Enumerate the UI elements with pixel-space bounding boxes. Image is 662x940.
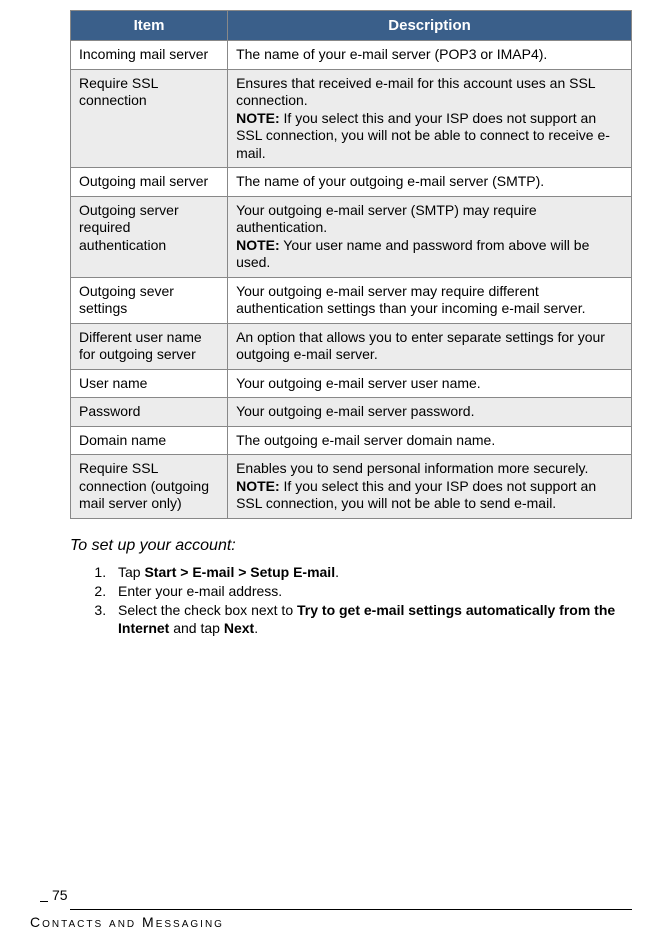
- table-body: Incoming mail serverThe name of your e-m…: [71, 41, 632, 519]
- list-item: Select the check box next to Try to get …: [110, 601, 632, 637]
- list-item: Enter your e-mail address.: [110, 582, 632, 600]
- table-row: Outgoing server required authenticationY…: [71, 196, 632, 277]
- footer-chapter: Contacts and Messaging: [30, 914, 662, 930]
- col-header-item: Item: [71, 11, 228, 41]
- page-number: 75: [50, 887, 70, 903]
- table-row: User nameYour outgoing e-mail server use…: [71, 369, 632, 398]
- cell-item: Outgoing sever settings: [71, 277, 228, 323]
- cell-description: The name of your e-mail server (POP3 or …: [228, 41, 632, 70]
- page-footer: 75 Contacts and Messaging: [0, 909, 662, 930]
- cell-description: The outgoing e-mail server domain name.: [228, 426, 632, 455]
- settings-table: Item Description Incoming mail serverThe…: [70, 10, 632, 519]
- table-row: Require SSL connection (outgoing mail se…: [71, 455, 632, 519]
- cell-item: Incoming mail server: [71, 41, 228, 70]
- table-row: Outgoing mail serverThe name of your out…: [71, 168, 632, 197]
- steps-list: Tap Start > E-mail > Setup E-mail.Enter …: [70, 563, 632, 638]
- cell-item: Outgoing server required authentication: [71, 196, 228, 277]
- table-row: Domain nameThe outgoing e-mail server do…: [71, 426, 632, 455]
- cell-item: Require SSL connection: [71, 69, 228, 168]
- table-row: PasswordYour outgoing e-mail server pass…: [71, 398, 632, 427]
- cell-item: Outgoing mail server: [71, 168, 228, 197]
- cell-description: Enables you to send personal information…: [228, 455, 632, 519]
- cell-item: Domain name: [71, 426, 228, 455]
- table-row: Require SSL connectionEnsures that recei…: [71, 69, 632, 168]
- cell-description: Ensures that received e-mail for this ac…: [228, 69, 632, 168]
- cell-item: Require SSL connection (outgoing mail se…: [71, 455, 228, 519]
- section-heading: To set up your account:: [70, 537, 632, 555]
- cell-description: Your outgoing e-mail server (SMTP) may r…: [228, 196, 632, 277]
- cell-description: The name of your outgoing e-mail server …: [228, 168, 632, 197]
- col-header-description: Description: [228, 11, 632, 41]
- cell-item: Password: [71, 398, 228, 427]
- table-row: Different user name for outgoing serverA…: [71, 323, 632, 369]
- cell-description: Your outgoing e-mail server may require …: [228, 277, 632, 323]
- table-row: Incoming mail serverThe name of your e-m…: [71, 41, 632, 70]
- cell-item: Different user name for outgoing server: [71, 323, 228, 369]
- table-row: Outgoing sever settingsYour outgoing e-m…: [71, 277, 632, 323]
- cell-item: User name: [71, 369, 228, 398]
- list-item: Tap Start > E-mail > Setup E-mail.: [110, 563, 632, 581]
- cell-description: Your outgoing e-mail server password.: [228, 398, 632, 427]
- cell-description: An option that allows you to enter separ…: [228, 323, 632, 369]
- cell-description: Your outgoing e-mail server user name.: [228, 369, 632, 398]
